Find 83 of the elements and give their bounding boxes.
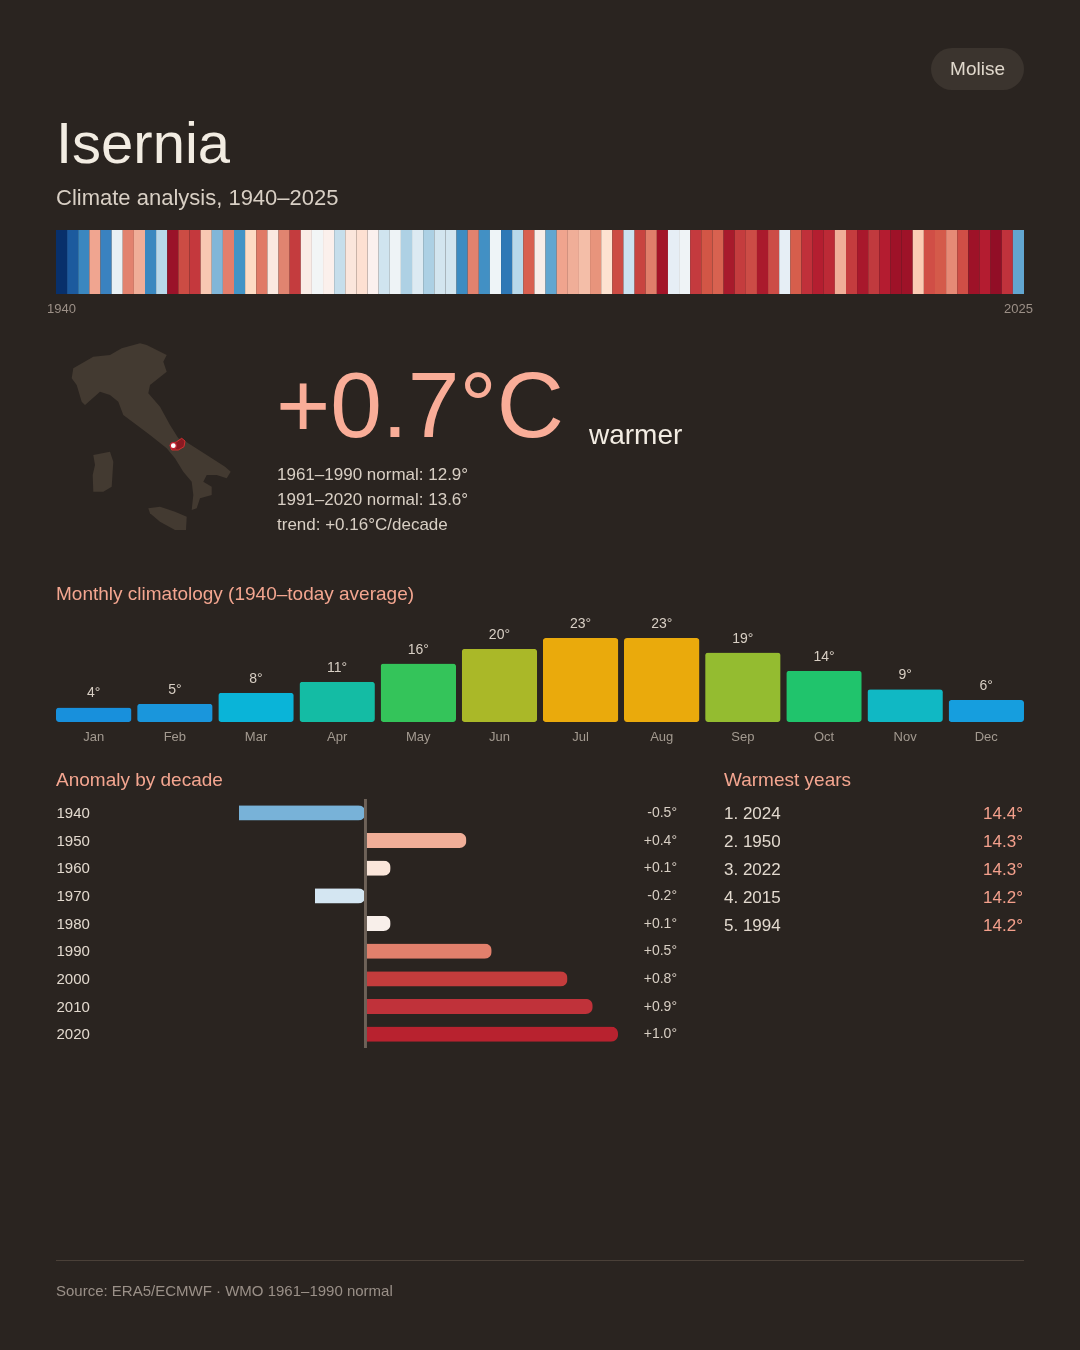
data-label: 5°: [168, 680, 182, 697]
y-tick-label: 2010: [56, 997, 90, 1015]
y-tick-label: 1970: [56, 886, 90, 904]
y-tick-label: 1960: [56, 859, 90, 877]
x-tick-label: Aug: [650, 728, 674, 744]
y-tick-label: 1990: [56, 942, 90, 960]
x-tick-label: Jan: [83, 728, 105, 744]
bar: [365, 998, 593, 1015]
data-label: 19°: [732, 629, 754, 646]
bar: [299, 681, 375, 722]
data-label: -0.5°: [647, 803, 677, 820]
chart-title: Monthly climatology (1940–today average): [56, 582, 415, 604]
y-tick-label: 1950: [56, 831, 90, 849]
text: 14.3°: [983, 859, 1023, 879]
data-label: +0.9°: [643, 997, 677, 1014]
text: 5. 1994: [724, 915, 781, 935]
y-tick-label: 2020: [56, 1025, 90, 1043]
data-label: +0.4°: [643, 831, 677, 848]
text: 14.3°: [983, 831, 1023, 851]
text: Warmest years: [724, 768, 852, 790]
y-tick-label: 1940: [56, 803, 90, 821]
text: 14.2°: [983, 887, 1023, 907]
chart-title: Anomaly by decade: [56, 768, 223, 790]
y-tick-label: 1980: [56, 914, 90, 932]
bar: [365, 1026, 618, 1042]
chart-title: Isernia: [56, 109, 231, 175]
x-tick-label: Sep: [731, 728, 755, 744]
x-tick-label: Mar: [244, 728, 268, 744]
text: 2. 1950: [724, 831, 781, 851]
bar: [948, 700, 1024, 722]
data-label: 11°: [327, 658, 348, 675]
bar: [365, 971, 568, 987]
data-label: +0.8°: [643, 969, 677, 986]
bar: [867, 689, 943, 722]
x-tick-label: May: [406, 728, 432, 744]
x-tick-label: Jun: [488, 728, 510, 744]
x-tick-label: Oct: [813, 728, 835, 744]
bar: [786, 670, 862, 722]
data-label: 14°: [813, 647, 835, 664]
bar: [56, 707, 132, 722]
data-label: -0.2°: [647, 886, 677, 903]
text: +0.7°C: [276, 353, 564, 458]
text: trend: +0.16°C/decade: [277, 514, 448, 534]
bar: [461, 648, 538, 722]
data-label: +0.5°: [643, 942, 677, 959]
y-tick-label: 2000: [56, 969, 90, 987]
data-label: +0.1°: [643, 859, 677, 876]
text: 4. 2015: [724, 887, 781, 907]
bar: [380, 663, 457, 722]
bar: [705, 652, 781, 722]
text: 1961–1990 normal: 12.9°: [277, 464, 469, 484]
text: 1991–2020 normal: 13.6°: [277, 489, 469, 509]
text: 1. 2024: [724, 803, 781, 823]
data-label: 20°: [488, 625, 511, 642]
data-label: 16°: [407, 640, 429, 657]
badge: Molise: [931, 48, 1024, 90]
data-label: 23°: [569, 615, 592, 631]
x-tick-label: Apr: [327, 728, 348, 744]
data-label: 9°: [898, 666, 912, 683]
data-label: +1.0°: [643, 1025, 677, 1042]
data-label: 6°: [979, 677, 993, 694]
data-label: 23°: [651, 615, 673, 631]
bar: [218, 692, 294, 722]
chart-subtitle: Climate analysis, 1940–2025: [56, 185, 339, 211]
data-label: +0.1°: [643, 914, 677, 931]
text: warmer: [589, 419, 683, 451]
x-tick-label: Feb: [163, 728, 187, 744]
data-label: 8°: [249, 669, 263, 686]
bar: [542, 638, 619, 722]
x-tick-label: Dec: [974, 728, 999, 744]
text: 3. 2022: [724, 859, 781, 879]
bar: [365, 832, 467, 849]
text: 14.4°: [983, 803, 1023, 823]
data-label: 4°: [87, 684, 101, 701]
source-note: Source: ERA5/ECMWF · WMO 1961–1990 normal: [56, 1282, 393, 1300]
bar: [239, 805, 366, 821]
bar: [137, 703, 213, 722]
x-tick-label: 2025: [1003, 300, 1033, 316]
x-tick-label: Jul: [572, 728, 589, 744]
bar: [365, 943, 492, 959]
x-tick-label: Nov: [893, 728, 918, 744]
bar: [623, 638, 700, 722]
text: 14.2°: [983, 915, 1023, 935]
